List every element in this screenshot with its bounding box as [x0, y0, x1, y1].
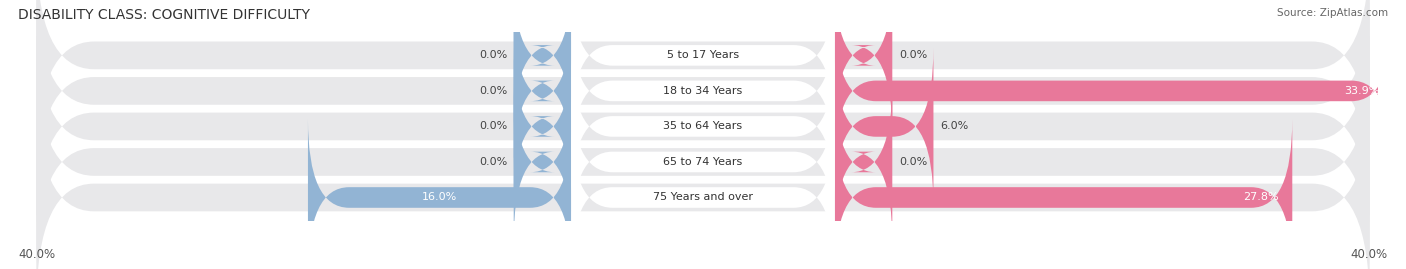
Text: 40.0%: 40.0% [1351, 248, 1388, 261]
Text: 0.0%: 0.0% [898, 157, 927, 167]
Text: 6.0%: 6.0% [941, 121, 969, 132]
FancyBboxPatch shape [835, 48, 934, 205]
FancyBboxPatch shape [37, 0, 1369, 166]
Text: 33.9%: 33.9% [1344, 86, 1379, 96]
Text: DISABILITY CLASS: COGNITIVE DIFFICULTY: DISABILITY CLASS: COGNITIVE DIFFICULTY [18, 8, 311, 22]
FancyBboxPatch shape [571, 83, 835, 240]
FancyBboxPatch shape [37, 87, 1369, 269]
Text: 0.0%: 0.0% [898, 50, 927, 60]
FancyBboxPatch shape [513, 12, 571, 169]
FancyBboxPatch shape [835, 119, 1292, 269]
FancyBboxPatch shape [835, 0, 893, 134]
FancyBboxPatch shape [308, 119, 571, 269]
Text: 0.0%: 0.0% [479, 121, 508, 132]
Text: 75 Years and over: 75 Years and over [652, 193, 754, 203]
FancyBboxPatch shape [835, 83, 893, 240]
FancyBboxPatch shape [37, 51, 1369, 269]
FancyBboxPatch shape [571, 12, 835, 169]
FancyBboxPatch shape [513, 0, 571, 134]
FancyBboxPatch shape [571, 119, 835, 269]
FancyBboxPatch shape [835, 12, 1393, 169]
Text: Source: ZipAtlas.com: Source: ZipAtlas.com [1277, 8, 1388, 18]
FancyBboxPatch shape [513, 83, 571, 240]
Text: 27.8%: 27.8% [1243, 193, 1279, 203]
FancyBboxPatch shape [513, 48, 571, 205]
FancyBboxPatch shape [571, 0, 835, 134]
Text: 16.0%: 16.0% [422, 193, 457, 203]
Text: 0.0%: 0.0% [479, 50, 508, 60]
FancyBboxPatch shape [571, 48, 835, 205]
Text: 18 to 34 Years: 18 to 34 Years [664, 86, 742, 96]
Text: 65 to 74 Years: 65 to 74 Years [664, 157, 742, 167]
Text: 40.0%: 40.0% [18, 248, 55, 261]
Text: 5 to 17 Years: 5 to 17 Years [666, 50, 740, 60]
FancyBboxPatch shape [37, 0, 1369, 201]
FancyBboxPatch shape [37, 16, 1369, 237]
Text: 0.0%: 0.0% [479, 157, 508, 167]
Text: 35 to 64 Years: 35 to 64 Years [664, 121, 742, 132]
Text: 0.0%: 0.0% [479, 86, 508, 96]
